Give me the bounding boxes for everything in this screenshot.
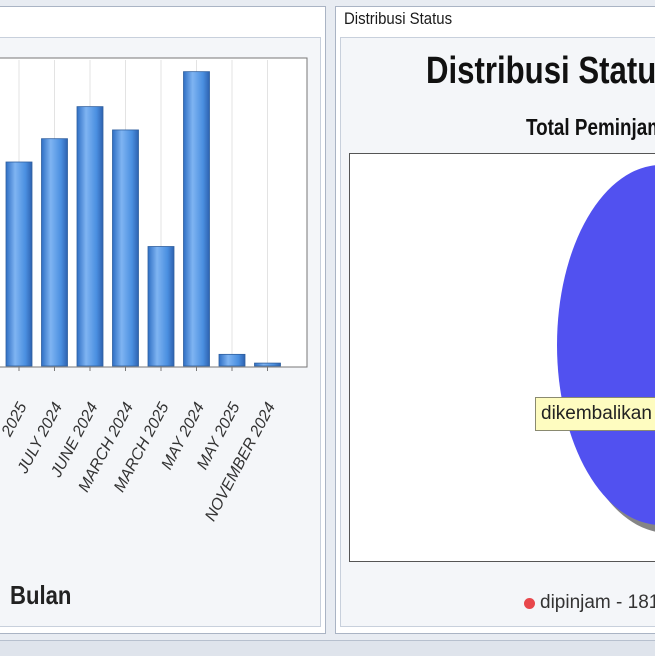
bar-march-2024[interactable] — [112, 129, 139, 367]
pie-tooltip: dikembalikan (36 — [535, 397, 655, 431]
bar-may-2024[interactable] — [183, 71, 210, 367]
window-bottom-bar — [0, 640, 655, 656]
legend-label-dipinjam: dipinjam - 181 — [540, 592, 655, 613]
bar-may-2025[interactable] — [218, 353, 246, 367]
bar-march-2025[interactable] — [147, 246, 175, 367]
pie-panel-header: Distribusi Status — [344, 9, 453, 28]
pie-chart-subtitle: Total Peminjam — [526, 114, 655, 140]
pie-legend: dipinjam - 181 — [524, 590, 655, 616]
bar-june-2024[interactable] — [76, 106, 104, 367]
bar-tick-label: 2025 — [0, 400, 31, 440]
bar-november-2024[interactable] — [254, 362, 281, 367]
bar-2025[interactable] — [5, 161, 33, 367]
bar-x-axis-label: Bulan — [10, 580, 72, 610]
bar-july-2024[interactable] — [41, 138, 68, 367]
pie-chart-title: Distribusi Status — [426, 50, 655, 92]
pie-plot-area — [349, 153, 655, 562]
bar-series — [5, 71, 281, 367]
legend-dot-dipinjam — [524, 597, 535, 609]
